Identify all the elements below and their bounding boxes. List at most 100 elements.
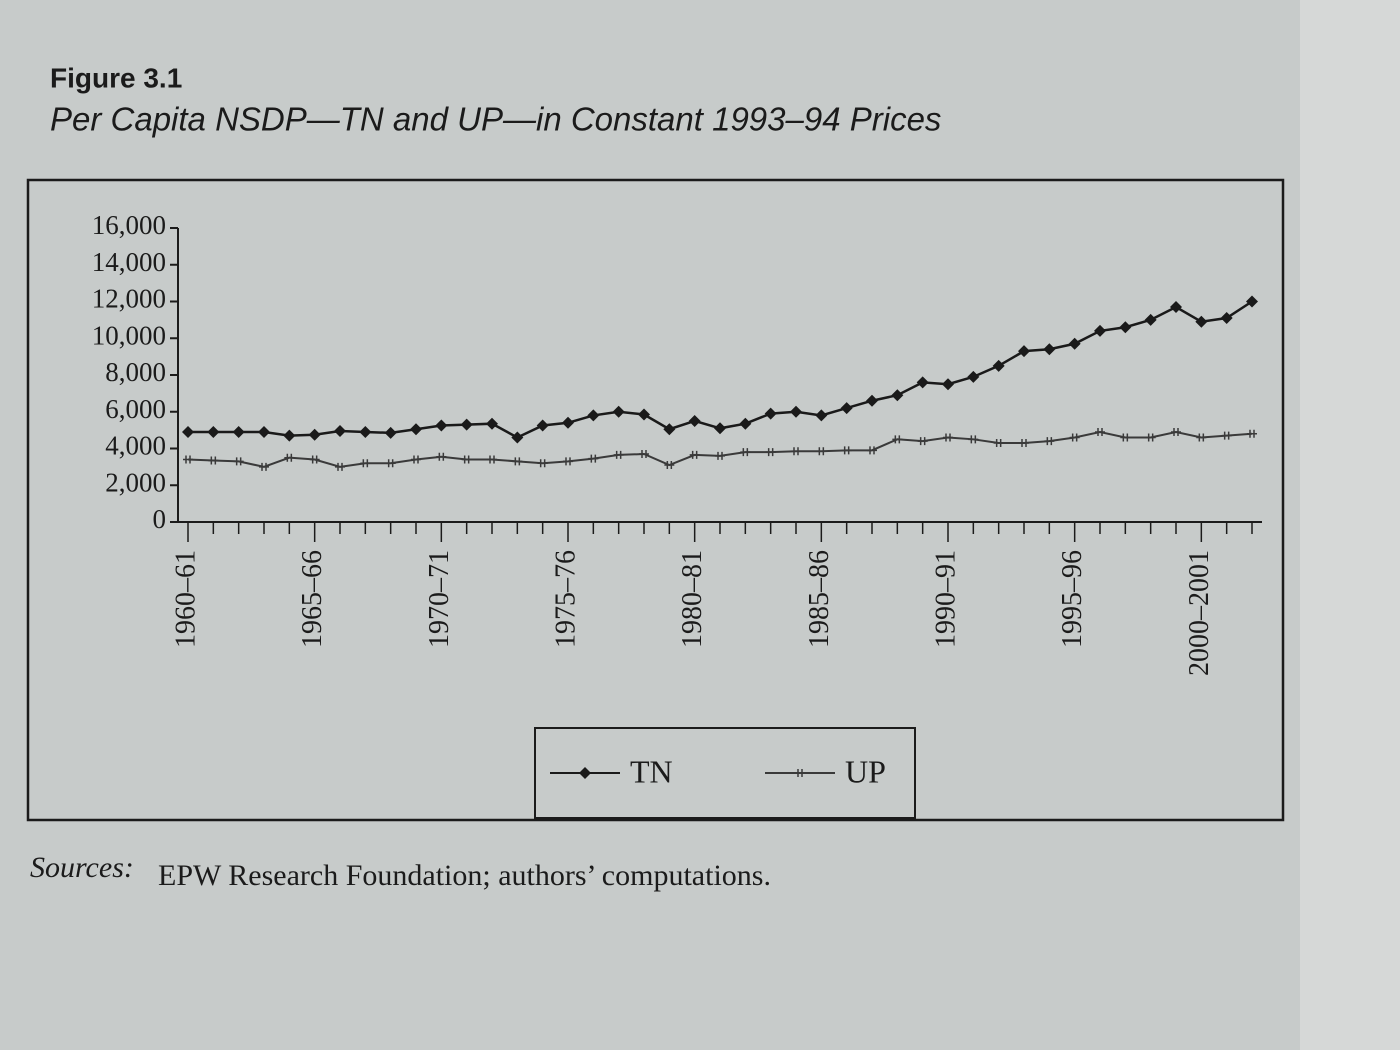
chart-title: Figure 3.1 (50, 62, 182, 93)
point (891, 389, 904, 402)
point (715, 451, 725, 460)
legend-label: UP (845, 753, 886, 789)
chart-frame (26, 178, 1285, 822)
point (411, 455, 421, 464)
source-label: Sources: (30, 851, 134, 884)
point (714, 422, 726, 435)
point (232, 425, 245, 438)
point (1019, 438, 1029, 447)
point (892, 435, 903, 444)
point (487, 455, 497, 464)
x-tick-label: 1985–86 (804, 550, 835, 648)
point (1095, 427, 1105, 436)
point (1018, 345, 1030, 358)
point (308, 428, 321, 441)
point (385, 459, 396, 468)
x-tick-label: 2000–2001 (1184, 550, 1215, 676)
point (739, 417, 752, 430)
point (258, 425, 270, 438)
point (183, 455, 193, 464)
chart-subtitle: Per Capita NSDP—TN and UP—in Constant 19… (50, 101, 941, 138)
point (664, 461, 675, 470)
point (435, 419, 448, 432)
point (790, 405, 802, 418)
x-tick-label: 1980–81 (677, 550, 708, 648)
point (740, 448, 751, 457)
point (1195, 315, 1208, 328)
legend-marker (579, 767, 591, 779)
point (284, 453, 295, 462)
legend-label: TN (630, 753, 673, 789)
point (992, 359, 1005, 372)
point (638, 408, 650, 421)
point (360, 459, 371, 468)
point (233, 457, 244, 466)
y-tick-label: 0 (153, 504, 167, 534)
point (791, 447, 801, 456)
point (1196, 433, 1207, 442)
point (1170, 301, 1182, 314)
point (942, 378, 954, 391)
y-tick-label: 10,000 (92, 320, 166, 350)
point (841, 446, 852, 455)
legend-box (534, 727, 916, 819)
point (1246, 295, 1258, 308)
point (613, 450, 624, 459)
y-tick-label: 14,000 (92, 247, 166, 277)
point (537, 459, 548, 468)
y-tick-label: 4,000 (105, 431, 166, 461)
point (283, 429, 296, 442)
point (335, 462, 345, 471)
point (536, 419, 549, 432)
point (967, 370, 980, 383)
point (866, 394, 878, 407)
y-tick-label: 8,000 (105, 357, 166, 387)
point (639, 450, 649, 459)
x-tick-label: 1975–76 (550, 550, 581, 648)
point (815, 409, 828, 422)
point (993, 438, 1004, 447)
point (1247, 429, 1257, 438)
x-tick-label: 1995–96 (1057, 550, 1088, 648)
y-tick-label: 6,000 (105, 394, 166, 424)
point (764, 407, 777, 420)
point (207, 425, 220, 438)
point (840, 402, 853, 415)
point (460, 418, 473, 431)
point (461, 455, 472, 464)
point (689, 450, 700, 459)
point (1069, 433, 1080, 442)
point (968, 435, 979, 444)
point (1068, 337, 1081, 350)
y-tick-label: 2,000 (105, 467, 166, 497)
point (512, 457, 523, 466)
point (1171, 427, 1181, 436)
y-tick-label: 16,000 (92, 210, 166, 240)
point (1144, 313, 1157, 326)
point (182, 425, 194, 438)
point (1044, 437, 1055, 446)
point (208, 456, 219, 465)
point (1221, 431, 1232, 440)
point (917, 437, 928, 446)
point (1094, 324, 1106, 337)
point (436, 452, 447, 461)
x-tick-label: 1970–71 (424, 550, 455, 648)
point (334, 425, 346, 438)
point (765, 448, 776, 457)
point (1120, 433, 1131, 442)
point (563, 457, 573, 466)
point (943, 433, 953, 442)
point (384, 426, 397, 439)
point (309, 455, 320, 464)
point (867, 446, 877, 455)
point (688, 414, 701, 427)
x-tick-label: 1990–91 (930, 550, 961, 648)
point (1145, 433, 1156, 442)
source: EPW Research Foundation; authors’ comput… (158, 859, 771, 892)
point (916, 376, 929, 389)
point (663, 423, 676, 436)
point (359, 425, 372, 438)
point (259, 462, 269, 471)
